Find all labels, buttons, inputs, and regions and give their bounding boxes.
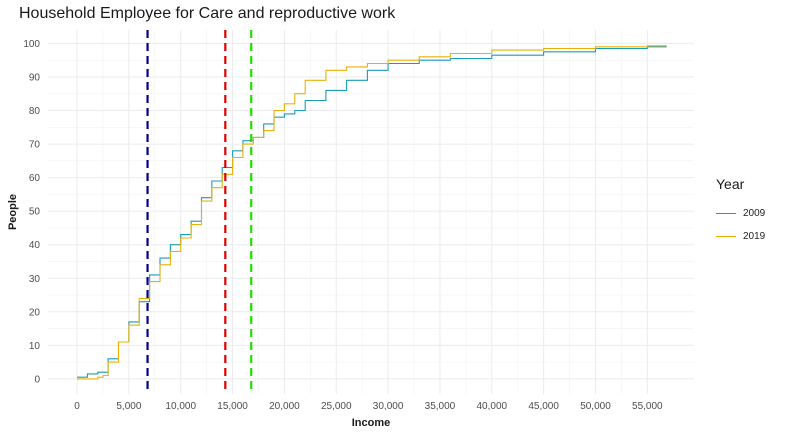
x-tick-label: 50,000 — [580, 401, 611, 412]
x-tick-label: 5,000 — [116, 401, 141, 412]
x-tick-label: 20,000 — [269, 401, 300, 412]
y-tick-label: 80 — [29, 106, 41, 117]
legend-title: Year — [716, 176, 745, 192]
y-tick-label: 100 — [23, 39, 40, 50]
x-tick-label: 15,000 — [217, 401, 248, 412]
y-tick-label: 90 — [29, 72, 41, 83]
series-line-2019 — [77, 45, 667, 380]
y-tick-label: 10 — [29, 341, 41, 352]
legend-key-2019 — [716, 236, 736, 237]
x-tick-label: 35,000 — [425, 401, 456, 412]
chart-title: Household Employee for Care and reproduc… — [19, 5, 396, 22]
legend-item-2009: 2009 — [716, 202, 765, 225]
legend-key-2009 — [716, 213, 736, 214]
legend-label-2009: 2009 — [743, 208, 766, 219]
y-tick-label: 40 — [29, 240, 41, 251]
x-axis-label: Income — [352, 417, 391, 429]
y-tick-label: 30 — [29, 274, 41, 285]
y-tick-label: 60 — [29, 173, 41, 184]
y-tick-label: 50 — [29, 207, 41, 218]
x-tick-label: 25,000 — [321, 401, 352, 412]
legend: Year 2009 2019 — [716, 176, 765, 248]
y-tick-label: 20 — [29, 307, 41, 318]
y-tick-label: 0 — [34, 374, 40, 385]
y-axis-label: People — [7, 194, 19, 230]
x-tick-label: 40,000 — [477, 401, 508, 412]
x-tick-label: 10,000 — [165, 401, 196, 412]
x-tick-label: 45,000 — [528, 401, 559, 412]
x-tick-label: 30,000 — [373, 401, 404, 412]
legend-item-2019: 2019 — [716, 225, 765, 248]
y-tick-label: 70 — [29, 140, 41, 151]
x-tick-label: 55,000 — [632, 401, 663, 412]
legend-label-2019: 2019 — [743, 231, 766, 242]
x-tick-label: 0 — [74, 401, 80, 412]
